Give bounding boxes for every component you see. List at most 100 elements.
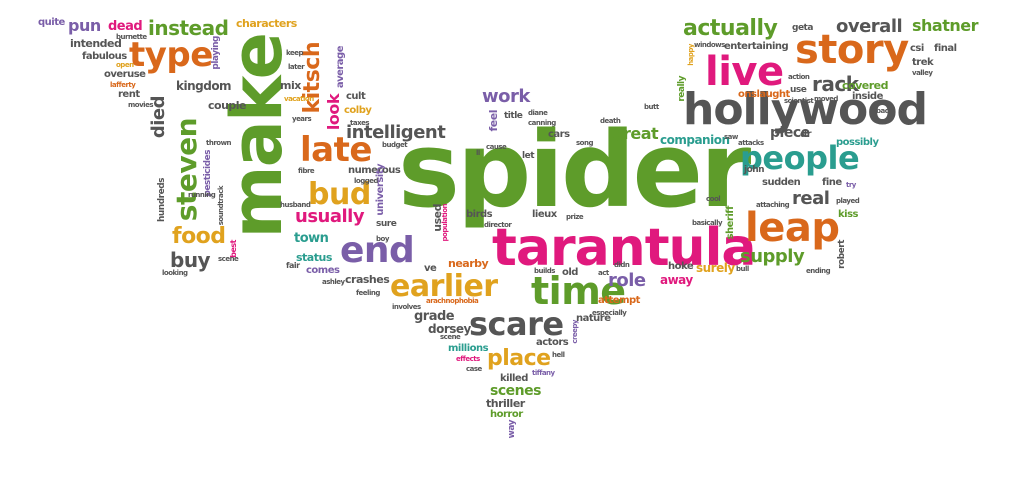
word-act: act	[598, 269, 609, 277]
word-status: status	[296, 251, 332, 264]
word-taxes: taxes	[350, 119, 370, 127]
word-effects: effects	[456, 355, 480, 363]
word-average: average	[335, 46, 346, 89]
word-director: director	[484, 221, 512, 229]
word-scene: scene	[218, 255, 239, 263]
word-role: role	[608, 270, 646, 291]
word-geta: geta	[792, 23, 813, 33]
word-overuse: overuse	[104, 69, 146, 80]
word-killed: killed	[500, 373, 528, 384]
word-butt: butt	[644, 103, 659, 111]
word-cause: cause	[486, 143, 507, 151]
word-builds: builds	[534, 267, 555, 275]
word-live: live	[705, 49, 784, 95]
word-logged: logged	[354, 177, 379, 185]
word-basically: basically	[692, 219, 723, 227]
word-cool: cool	[706, 195, 721, 203]
word-involves: involves	[392, 303, 421, 311]
word-horror: horror	[490, 409, 523, 420]
word-dr: dr	[800, 129, 812, 140]
word-feeling: feeling	[356, 289, 380, 297]
word-vacation: vacation	[284, 95, 314, 103]
word-type: type	[129, 35, 213, 75]
word-try: try	[846, 181, 856, 189]
word-entertaining: entertaining	[724, 41, 789, 52]
word-rack: rack	[812, 72, 859, 96]
word-playing: playing	[211, 36, 221, 70]
word-scare: scare	[469, 305, 564, 343]
word-action: action	[788, 73, 810, 81]
word-saw: saw	[724, 133, 738, 141]
word-quite: quite	[38, 17, 65, 28]
word-crashes: crashes	[345, 273, 390, 286]
word-really: really	[677, 76, 687, 102]
word-cult: cult	[346, 91, 366, 102]
word-canning: canning	[528, 119, 556, 127]
word-prize: prize	[566, 213, 584, 221]
word-place: place	[487, 346, 551, 371]
word-moved: moved	[814, 95, 838, 103]
word-old: old	[562, 267, 578, 278]
word-colby: colby	[344, 105, 372, 116]
word-ending: ending	[806, 267, 831, 275]
word-sheriff: sheriff	[725, 206, 736, 240]
word-possibly: possibly	[836, 137, 879, 148]
word-people: people	[740, 139, 860, 177]
word-creepy: creepy	[571, 320, 579, 344]
word-sudden: sudden	[762, 177, 801, 188]
word-nature: nature	[576, 313, 611, 324]
word-lafferty: lafferty	[110, 81, 136, 89]
word-csi: csi	[910, 43, 924, 54]
word-grade: grade	[414, 309, 455, 324]
word-food: food	[172, 224, 226, 249]
word-leap: leap	[745, 205, 840, 251]
word-years: years	[292, 115, 312, 123]
word-budget: budget	[382, 141, 408, 149]
word-work: work	[482, 86, 530, 107]
word-piece: piece	[770, 125, 810, 141]
word-population: population	[441, 204, 449, 242]
word-case: case	[466, 365, 482, 373]
word-didn: didn	[614, 261, 630, 269]
word-scene2: scene	[440, 333, 461, 341]
word-scenes: scenes	[490, 383, 541, 399]
word-way: way	[507, 420, 517, 439]
word-actors: actors	[536, 337, 569, 348]
word-bad: bad	[876, 107, 890, 115]
word-intended: intended	[70, 37, 122, 50]
word-especially: especially	[592, 309, 627, 317]
word-open: open	[116, 61, 134, 69]
word-steven: steven	[170, 118, 203, 222]
word-arachnophobia: arachnophobia	[426, 297, 479, 305]
word-thrown: thrown	[206, 139, 232, 147]
word-story: story	[795, 27, 909, 73]
word-cars: cars	[548, 129, 570, 140]
word-windows: windows	[694, 41, 725, 49]
word-lieux: lieux	[532, 209, 557, 220]
word-comes: comes	[306, 265, 340, 276]
word-hoke: hoke	[668, 261, 694, 272]
word-spider: spider	[398, 109, 751, 231]
word-title: title	[504, 111, 523, 121]
word-overall: overall	[836, 16, 903, 37]
word-song: song	[576, 139, 593, 147]
word-usually: usually	[295, 206, 365, 227]
word-fibre: fibre	[298, 167, 315, 175]
word-death: death	[600, 117, 621, 125]
word-fair: fair	[286, 261, 300, 270]
word-thriller: thriller	[486, 397, 525, 410]
word-fine: fine	[822, 177, 842, 188]
word-end: end	[340, 230, 415, 271]
word-shatner: shatner	[912, 16, 979, 35]
word-kingdom: kingdom	[176, 79, 232, 93]
word-hell: hell	[552, 351, 565, 359]
word-numerous: numerous	[348, 165, 401, 176]
word-supply: supply	[740, 246, 805, 267]
word-bull: bull	[736, 265, 749, 273]
word-bud: bud	[308, 177, 371, 212]
word-feel: feel	[487, 110, 500, 132]
word-hundreds: hundreds	[157, 178, 167, 223]
word-scientist: scientist	[784, 97, 814, 105]
word-intelligent: intelligent	[346, 122, 446, 143]
